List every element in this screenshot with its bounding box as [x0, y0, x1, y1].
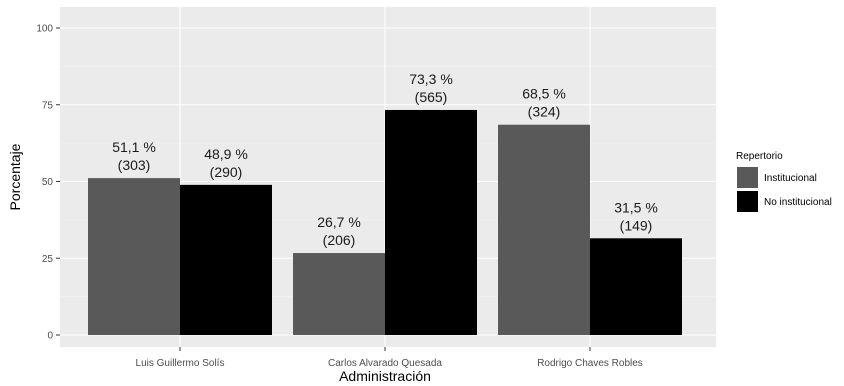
- y-tick-label: 0: [47, 331, 53, 342]
- bar-percent-label: 68,5 %: [522, 86, 566, 102]
- bar-count-label: (324): [528, 104, 561, 120]
- legend: Repertorio Institucional No institucional: [736, 151, 832, 212]
- bar-percent-label: 73,3 %: [409, 71, 453, 87]
- y-tick-label: 75: [42, 100, 54, 111]
- y-axis-title: Porcentaje: [7, 143, 23, 210]
- bar-count-label: (206): [323, 232, 356, 248]
- bar: [385, 109, 477, 336]
- bars: [88, 109, 682, 336]
- legend-swatch: [737, 167, 758, 188]
- bar-percent-label: 26,7 %: [317, 214, 361, 230]
- bar-percent-label: 51,1 %: [112, 139, 156, 155]
- y-tick-label: 25: [42, 254, 54, 265]
- bar-count-label: (565): [415, 89, 448, 105]
- bar: [498, 124, 590, 335]
- bar: [88, 178, 180, 335]
- bar-percent-label: 48,9 %: [204, 146, 248, 162]
- x-axis-title: Administración: [339, 368, 431, 384]
- legend-label: Institucional: [764, 173, 817, 184]
- x-tick-label: Luis Guillermo Solís: [136, 358, 225, 369]
- legend-title: Repertorio: [736, 151, 783, 162]
- bar-count-label: (290): [210, 164, 243, 180]
- x-tick-label: Rodrigo Chaves Robles: [537, 358, 643, 369]
- y-tick-label: 100: [36, 24, 53, 35]
- x-tick-label: Carlos Alvarado Quesada: [328, 358, 442, 369]
- legend-swatch: [737, 191, 758, 212]
- y-tick-label: 50: [42, 177, 54, 188]
- bar: [180, 184, 272, 335]
- bar: [590, 238, 682, 335]
- x-axis: Luis Guillermo Solís Carlos Alvarado Ques…: [136, 347, 643, 369]
- bar-count-label: (149): [620, 217, 653, 233]
- bar: [293, 253, 385, 335]
- legend-label: No institucional: [764, 197, 832, 208]
- y-axis: 0 25 50 75 100: [36, 24, 60, 342]
- bar-percent-label: 31,5 %: [614, 199, 658, 215]
- bar-count-label: (303): [118, 157, 151, 173]
- data-labels: 51,1 % (303) 26,7 % (206) 68,5 % (324) 48,9 % (…: [112, 71, 658, 248]
